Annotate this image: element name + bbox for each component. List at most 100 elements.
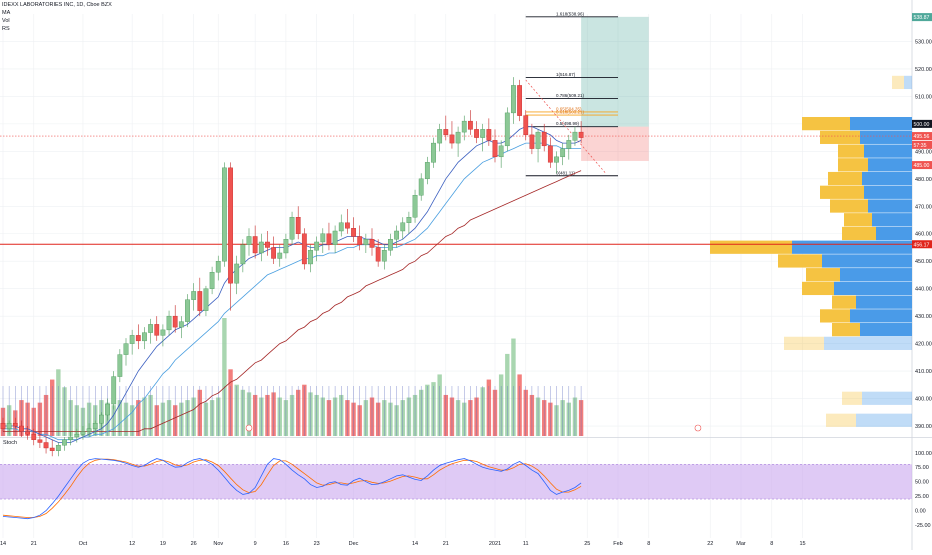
candle (117, 354, 123, 377)
candle (172, 315, 178, 328)
stoch-axis-tick: 100.00 (915, 451, 932, 457)
stoch-legend[interactable]: Stoch (3, 440, 18, 446)
time-axis-tick: 14 (412, 541, 418, 547)
position-stop-zone[interactable] (581, 126, 649, 161)
price-tag-label: 485.00 (914, 163, 930, 169)
position-target-zone[interactable] (581, 16, 649, 127)
candle (486, 129, 492, 141)
candle (517, 85, 523, 116)
volume-profile-down-bar (822, 254, 912, 268)
candle (338, 222, 344, 232)
candle (480, 129, 486, 138)
vol-legend[interactable]: Vol (2, 18, 10, 24)
candle (197, 291, 203, 311)
price-tag (912, 119, 932, 128)
candle (25, 431, 30, 435)
volume-profile-up-bar (842, 226, 876, 241)
time-axis-tick: 19 (160, 541, 166, 547)
volume-profile-down-bar (850, 309, 912, 323)
rs-legend[interactable]: RS (2, 26, 10, 32)
candle (547, 145, 553, 163)
candle (535, 131, 541, 149)
chart-title: IDEXX LABORATORIES INC, 1D, Cboe BZX (2, 2, 112, 8)
candle (148, 324, 153, 333)
fib-trend-line[interactable] (525, 79, 606, 174)
fib-level-label: 0.786(509.21) (556, 93, 585, 98)
fib-level-label: 0.618(503.21) (556, 110, 585, 115)
volume-profile-down-bar (834, 281, 912, 296)
candle (492, 140, 498, 158)
time-axis-tick: Nov (213, 541, 223, 547)
candle (461, 120, 467, 133)
price-axis-tick: 530.00 (915, 39, 932, 45)
candle (80, 431, 86, 435)
candle (178, 321, 184, 328)
candle (277, 252, 283, 259)
time-axis-tick: Dec (349, 541, 359, 547)
time-axis-tick: 8 (770, 541, 773, 547)
volume-profile-down-bar (872, 213, 912, 227)
stoch-axis-tick: 0.00 (915, 509, 926, 515)
candle (221, 167, 227, 262)
time-axis-tick: 9 (254, 541, 257, 547)
candle (19, 425, 24, 432)
volume-profile-up-bar (802, 281, 834, 296)
candle (160, 329, 166, 336)
fib-level-label: 1.618(538.96) (556, 11, 585, 16)
candle (560, 148, 566, 158)
volume-profile-up-bar (710, 240, 792, 254)
time-axis-tick: Mar (736, 541, 746, 547)
time-axis-tick: 22 (707, 541, 713, 547)
price-tag-label: 495.56 (914, 134, 930, 140)
volume-profile-down-bar (868, 199, 912, 213)
candle (246, 236, 252, 245)
candle (437, 129, 443, 144)
time-axis-tick: 26 (191, 541, 197, 547)
price-axis-tick: 480.00 (915, 177, 932, 183)
candle (529, 134, 535, 149)
volume-profile-up-bar (832, 295, 856, 309)
volume-profile-up-bar (842, 391, 862, 405)
earnings-event-marker[interactable] (694, 424, 702, 432)
volume-profile-down-bar (840, 268, 912, 282)
candle (412, 195, 418, 218)
time-axis-tick: Oct (79, 541, 88, 547)
candle (320, 233, 326, 243)
ma-legend[interactable]: MA (2, 10, 11, 16)
candle (301, 233, 307, 265)
candle (166, 315, 172, 331)
candle (209, 271, 215, 289)
price-tag-label: 500.00 (914, 122, 930, 128)
volume-profile-down-bar (850, 117, 912, 131)
candle (203, 288, 209, 311)
time-axis-tick: 21 (31, 541, 37, 547)
candle (283, 239, 289, 254)
stoch-axis-tick: -25.00 (915, 523, 931, 529)
candle (271, 247, 276, 259)
candle (554, 156, 559, 163)
earnings-event-marker[interactable] (245, 424, 253, 432)
candle (449, 134, 455, 144)
price-axis-tick: 440.00 (915, 287, 932, 293)
candle (326, 233, 332, 245)
price-axis-tick: 430.00 (915, 314, 932, 320)
candle (142, 332, 147, 342)
volume-profile-down-bar (862, 171, 912, 186)
candle (68, 436, 74, 440)
price-axis-tick: 510.00 (915, 94, 932, 100)
price-axis-tick: 410.00 (915, 369, 932, 375)
candle (498, 145, 504, 158)
time-axis-tick: 21 (443, 541, 449, 547)
candle (541, 131, 547, 147)
candle (252, 236, 258, 254)
candle (314, 241, 320, 251)
candle (511, 85, 516, 114)
candle (400, 222, 406, 232)
volume-profile-down-bar (876, 226, 912, 241)
volume-profile-up-bar (828, 171, 862, 186)
candle (308, 250, 313, 265)
candle (234, 263, 240, 284)
candle (228, 167, 233, 284)
